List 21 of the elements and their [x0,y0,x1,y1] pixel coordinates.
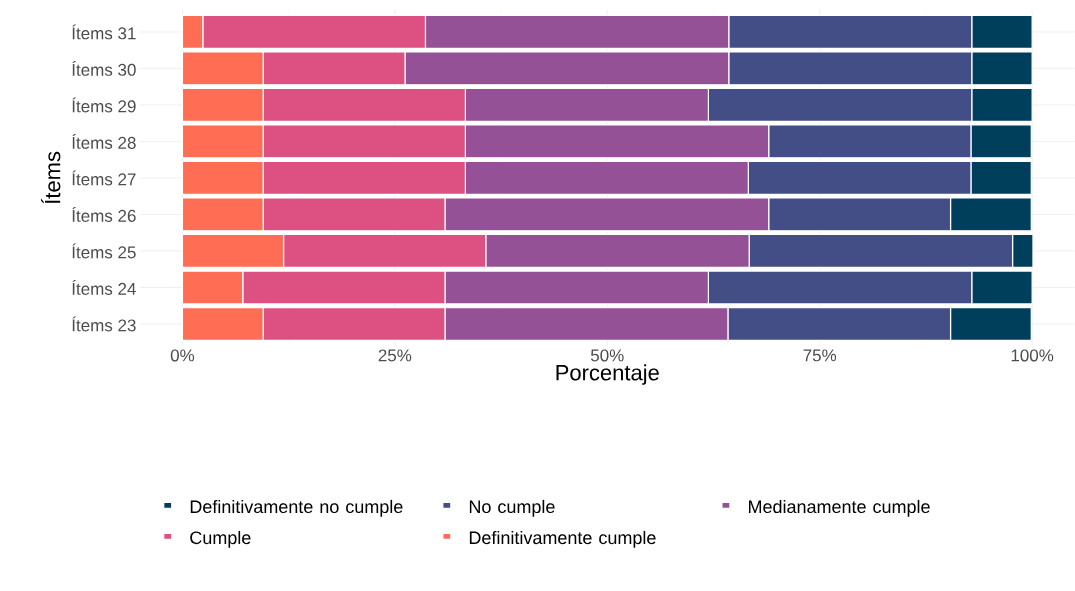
legend-label: Definitivamente no cumple [190,499,403,517]
y-tick-label: Ítems 29 [72,97,136,113]
y-tick-label: Ítems 27 [72,170,136,186]
legend-label: No cumple [469,499,555,517]
x-tick-label: 75% [803,349,837,362]
x-tick-label: 0% [170,349,195,362]
y-tick-label: Ítems 23 [72,316,136,332]
y-tick-label: Ítems 25 [72,243,136,259]
x-axis-title: Porcentaje [556,364,659,385]
y-tick-label: Ítems 24 [72,280,136,296]
legend-label: Cumple [190,531,251,548]
y-tick-label: Ítems 26 [72,207,136,223]
y-tick-label: Ítems 31 [72,24,136,40]
y-tick-label: Ítems 30 [72,61,136,76]
y-axis-title: Ítems [41,151,61,204]
x-tick-label: 100% [1011,349,1054,362]
legend-label: Definitivamente cumple [469,531,656,548]
x-tick-label: 25% [378,349,412,362]
legend-label: Medianamente cumple [748,499,930,517]
x-tick-label: 50% [590,349,624,362]
y-tick-label: Ítems 28 [72,134,136,149]
